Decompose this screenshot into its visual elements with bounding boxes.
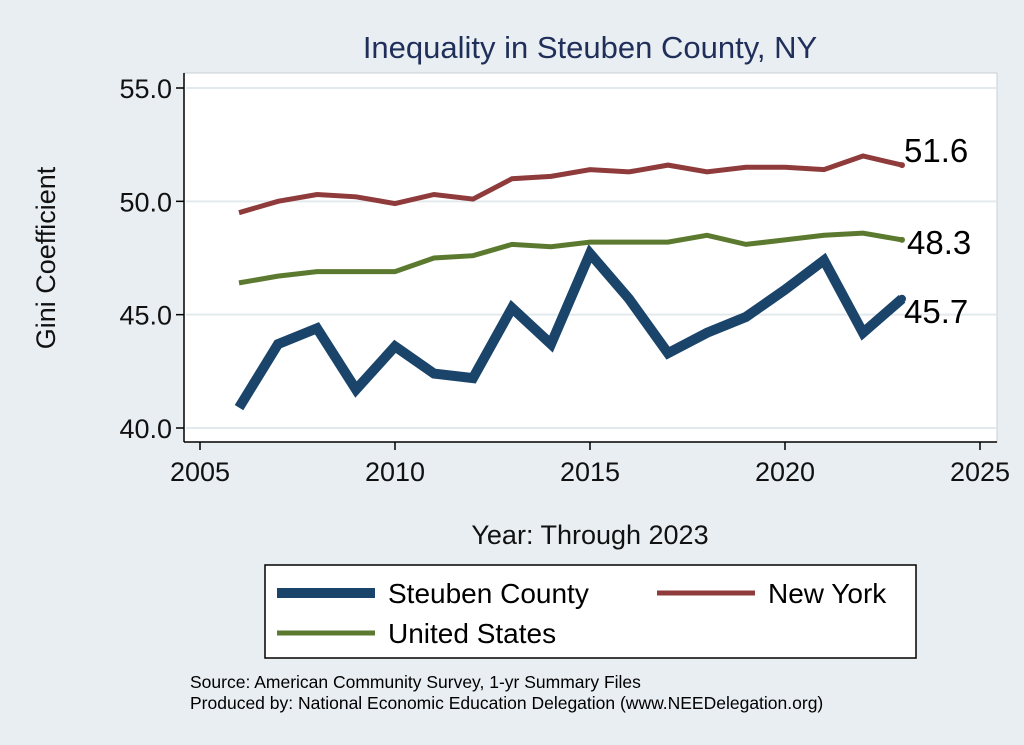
legend: Steuben County New York United States — [264, 564, 917, 659]
y-axis-title: Gini Coefficient — [31, 166, 61, 349]
end-label-new-york: 51.6 — [904, 132, 968, 169]
legend-label-united-states: United States — [388, 618, 556, 649]
legend-label-steuben: Steuben County — [388, 578, 589, 609]
series-line-steuben-county — [234, 244, 906, 411]
x-tick-label: 2015 — [560, 457, 620, 487]
series-line-united-states — [238, 230, 903, 286]
produced-by-line: Produced by: National Economic Education… — [190, 693, 823, 713]
x-tick-label: 2005 — [170, 457, 230, 487]
end-labels: 45.7 51.6 48.3 — [904, 132, 971, 330]
series-end-marker — [899, 236, 905, 243]
end-label-steuben-county: 45.7 — [904, 293, 968, 330]
y-tick-label: 40.0 — [119, 414, 172, 444]
series-end-marker — [898, 294, 906, 303]
legend-label-new-york: New York — [768, 578, 887, 609]
axis-ticks: 40.0 45.0 50.0 55.0 2005 2010 2015 2020 2025 — [119, 74, 1010, 487]
gridlines — [186, 87, 996, 429]
series-end-marker — [899, 162, 905, 169]
x-tick-label: 2025 — [950, 457, 1010, 487]
x-axis-title: Year: Through 2023 — [471, 520, 708, 550]
series-lines — [234, 153, 906, 411]
series-line-new-york — [238, 153, 903, 216]
y-tick-label: 45.0 — [119, 301, 172, 331]
y-tick-label: 55.0 — [119, 74, 172, 104]
y-tick-label: 50.0 — [119, 187, 172, 217]
source-line: Source: American Community Survey, 1-yr … — [190, 672, 641, 692]
legend-box — [264, 564, 917, 659]
chart-title: Inequality in Steuben County, NY — [363, 30, 817, 65]
x-tick-label: 2020 — [755, 457, 815, 487]
x-tick-label: 2010 — [365, 457, 425, 487]
end-label-united-states: 48.3 — [907, 224, 971, 261]
